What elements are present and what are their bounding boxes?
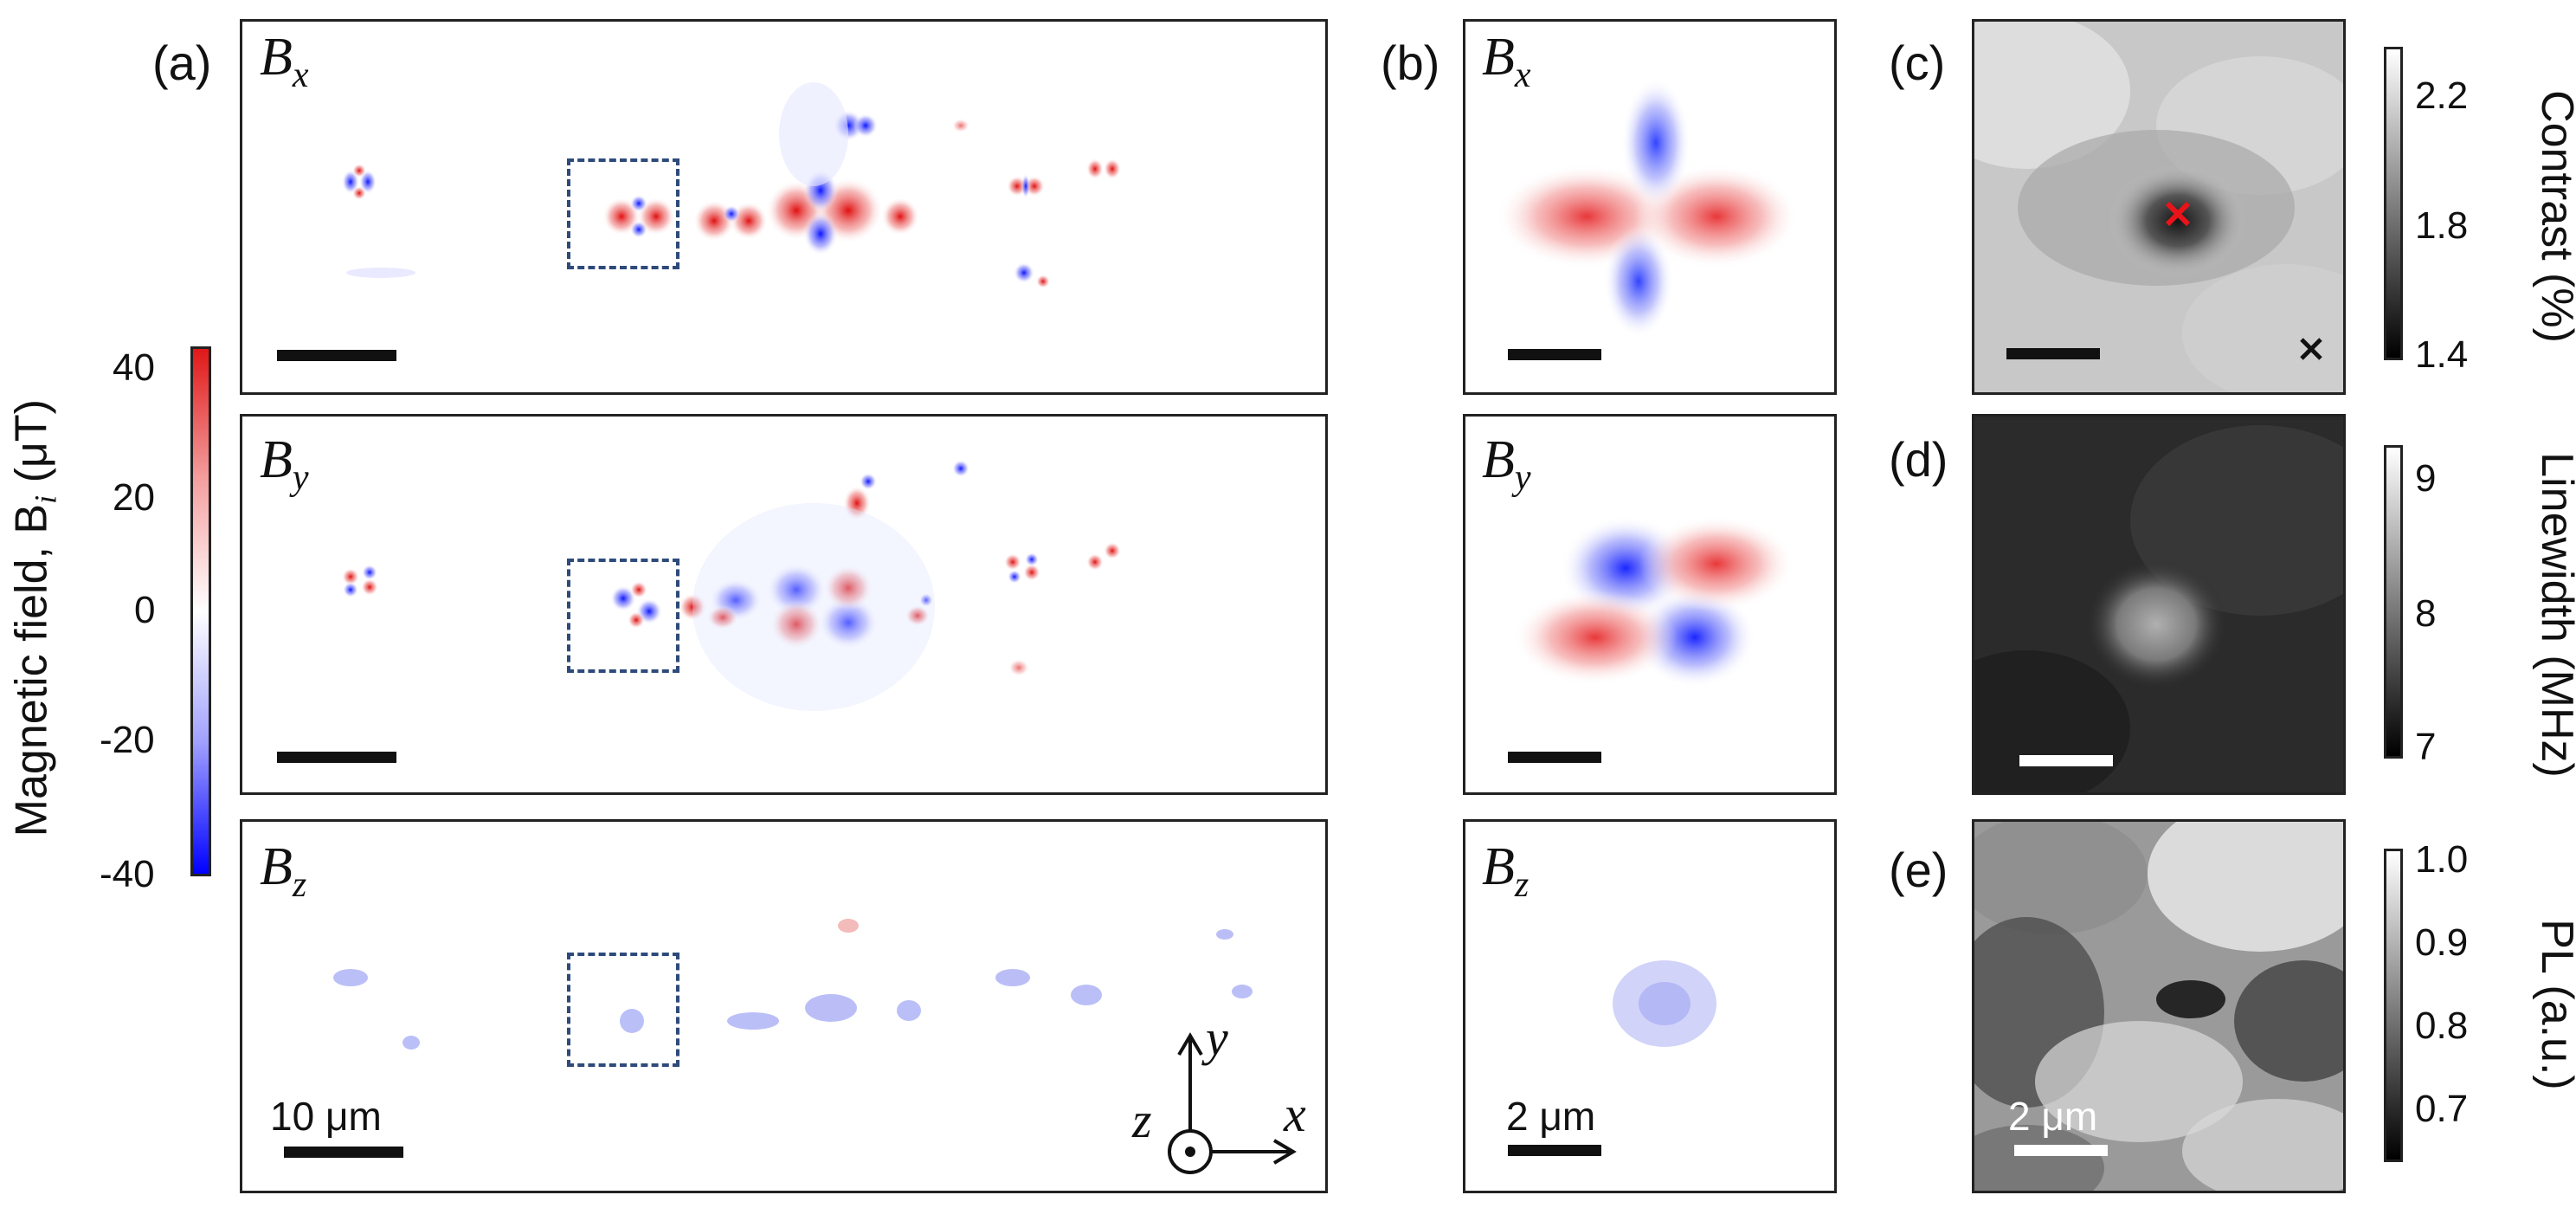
colorbar-d-tick: 7 [2415,726,2437,768]
colorbar-e-tick: 1.0 [2415,838,2469,881]
colorbar-d-tick: 9 [2415,457,2437,500]
component-label-bz: Bz [1482,837,1530,905]
panel-b-by-map [1463,414,1837,795]
scale-bar [1508,349,1601,360]
colorbar-e [2384,849,2403,1162]
axis-label-x: x [1284,1086,1306,1142]
colorbar-c-tick: 1.4 [2415,333,2469,376]
scale-bar [277,350,396,361]
colorbar-d [2384,445,2403,759]
scale-bar [284,1147,403,1158]
panel-d-linewidth-map [1972,414,2346,795]
colorbar-e-tick: 0.8 [2415,1005,2469,1047]
roi-box-by [567,559,679,673]
component-label-bx: Bx [1482,28,1531,95]
panel-e-pl-map [1972,819,2346,1193]
panel-a-bx-map [240,19,1328,395]
panel-c-label: (c) [1889,36,1946,90]
main-colorbar-tick: 40 [113,346,155,389]
main-colorbar-tick: -20 [100,719,155,761]
scale-bar [2019,755,2113,766]
colorbar-c-tick: 1.8 [2415,204,2469,247]
component-label-bz: Bz [260,837,307,905]
panel-e-label: (e) [1889,843,1948,897]
main-colorbar-tick: 0 [134,589,156,631]
scale-bar [277,752,396,763]
component-label-bx: Bx [260,28,309,95]
colorbar-c [2384,47,2403,360]
scale-bar [1508,1145,1601,1156]
axis-label-y: y [1206,1010,1228,1066]
roi-box-bx [567,158,679,269]
colorbar-d-title: Linewidth (MHz) [2532,452,2576,778]
panel-a-label: (a) [152,36,212,90]
scale-bar-label: 2 μm [2008,1094,2098,1139]
component-label-by: By [260,430,309,498]
roi-box-bz [567,953,679,1067]
axis-label-z: z [1132,1092,1152,1148]
panel-a-by-map [240,414,1328,795]
main-colorbar-title: Magnetic field, Bi (μT) [6,399,63,837]
coordinate-axes [1125,1013,1316,1186]
colorbar-e-tick: 0.9 [2415,921,2469,964]
panel-c-contrast-map [1972,19,2346,395]
colorbar-c-title: Contrast (%) [2532,90,2576,343]
component-label-by: By [1482,430,1531,498]
scale-bar-label: 2 μm [1506,1094,1596,1139]
colorbar-e-title: PL (a.u.) [2532,919,2576,1090]
main-colorbar-tick: 20 [113,476,155,519]
panel-b-bz-map [1463,819,1837,1193]
main-colorbar [190,346,211,876]
panel-b-label: (b) [1381,36,1440,90]
main-colorbar-tick: -40 [100,853,155,895]
scale-bar [2006,348,2100,359]
panel-d-label: (d) [1889,432,1948,487]
scale-bar-label: 10 μm [270,1094,382,1139]
colorbar-e-tick: 0.7 [2415,1088,2469,1130]
panel-a-bz-map [240,819,1328,1193]
marker-black-x [2308,346,2309,347]
scale-bar [2014,1145,2108,1156]
colorbar-d-tick: 8 [2415,592,2437,635]
scale-bar [1508,752,1601,763]
panel-b-bx-map [1463,19,1837,395]
colorbar-c-tick: 2.2 [2415,74,2469,117]
